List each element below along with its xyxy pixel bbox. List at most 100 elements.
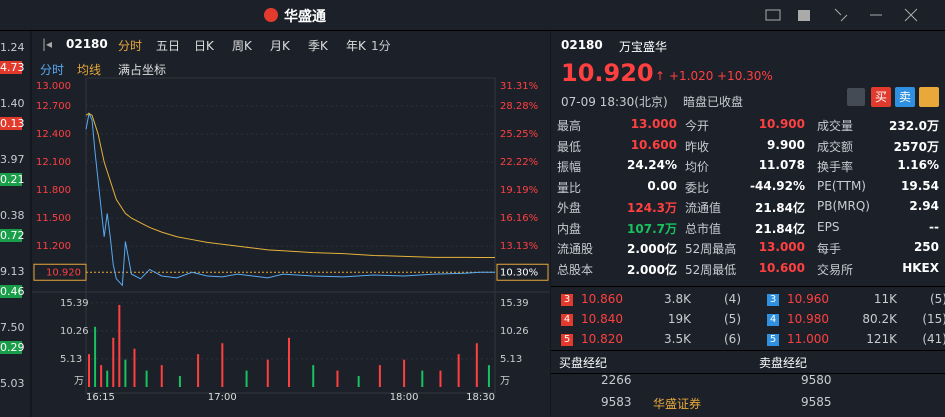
y2-tick-label: 28.28% xyxy=(500,101,538,112)
stat-value: 0.00 xyxy=(647,178,677,193)
broker-id: 9580 xyxy=(801,373,832,387)
x-tick-label: 18:00 xyxy=(390,392,419,403)
stat-label: 流通股 xyxy=(557,242,594,256)
y-tick-label: 12.700 xyxy=(36,101,71,112)
period-tab[interactable]: 年K xyxy=(346,39,366,53)
y-tick-label: 11.200 xyxy=(36,241,71,252)
y2-tick-label: 22.22% xyxy=(500,157,538,168)
stat-value: 107.7万 xyxy=(627,221,677,236)
strip-value: 0.38 xyxy=(0,209,25,222)
watchlist-strip: 1.24 4.73 1.40 0.13 3.97 0.21 0.38 0.72 9.13 0.46… xyxy=(0,31,30,417)
volume-tick-label: 15.39 xyxy=(60,298,89,309)
stat-label: 成交额 xyxy=(817,139,854,154)
stat-label: 52周最高 xyxy=(685,242,737,256)
volume-tick-label: 5.13 xyxy=(60,354,82,365)
period-tab[interactable]: 月K xyxy=(270,39,290,53)
volume-bar xyxy=(403,359,406,387)
volume-bar xyxy=(439,370,442,387)
strip-value: 9.13 xyxy=(0,265,25,278)
volume-bar xyxy=(133,348,136,387)
sell-button[interactable]: 卖 xyxy=(895,87,915,107)
y-tick-label: 12.100 xyxy=(36,157,71,168)
x-tick-label: 16:15 xyxy=(86,392,115,403)
volume-unit-right: 万 xyxy=(500,376,510,387)
window-controls[interactable] xyxy=(765,7,940,23)
stat-value: 10.600 xyxy=(758,260,805,275)
book-price: 10.840 xyxy=(581,312,623,326)
stat-label: 52周最低 xyxy=(685,262,737,277)
collapse-icon[interactable]: |◂ xyxy=(42,37,53,51)
book-level: 5 xyxy=(561,334,573,346)
stat-value: 124.3万 xyxy=(627,201,677,215)
broker-id: 9583 xyxy=(601,395,632,409)
strip-badge: 0.29 xyxy=(0,341,25,354)
book-count: (5) xyxy=(930,292,945,306)
stat-label: 均价 xyxy=(685,160,710,174)
volume-bar xyxy=(287,337,290,387)
stat-label: 成交量 xyxy=(817,119,854,133)
more-button[interactable] xyxy=(919,87,939,107)
quote-status: 暗盘已收盘 xyxy=(683,95,744,109)
strip-badge: 4.73 xyxy=(0,61,25,74)
y2-tick-label: 13.13% xyxy=(500,241,538,252)
period-tab[interactable]: 季K xyxy=(308,39,328,53)
period-tab[interactable]: 五日 xyxy=(156,39,181,53)
logo-icon xyxy=(264,8,278,22)
volume-tick-label-right: 15.39 xyxy=(500,298,529,309)
book-price: 10.980 xyxy=(787,312,829,326)
stat-value: HKEX xyxy=(902,260,939,275)
stat-value: 1.16% xyxy=(897,158,939,172)
book-level: 4 xyxy=(561,314,573,326)
volume-bar xyxy=(457,354,460,387)
stat-value: 2.94 xyxy=(909,199,939,213)
volume-bar xyxy=(245,370,248,387)
chart: 13.000 31.31% 12.700 28.28% 12.400 25.25% 12.1… xyxy=(32,77,550,403)
book-price: 10.820 xyxy=(581,332,623,346)
volume-bar xyxy=(221,343,224,387)
volume-bar xyxy=(357,376,360,387)
volume-tick-label-right: 5.13 xyxy=(500,354,522,365)
buy-broker-title: 买盘经纪 xyxy=(559,356,608,370)
volume-bar xyxy=(112,337,115,387)
volume-unit: 万 xyxy=(74,376,84,387)
stat-label: 总股本 xyxy=(557,262,594,277)
y-tick-label: 13.000 xyxy=(36,81,71,92)
buy-button[interactable]: 买 xyxy=(871,87,891,107)
stat-value: 250 xyxy=(913,240,939,254)
book-count: (4) xyxy=(724,292,741,306)
volume-bar xyxy=(88,354,91,387)
volume-bar xyxy=(336,370,339,387)
stat-value: 13.000 xyxy=(758,240,805,254)
volume-bar xyxy=(94,326,97,387)
strip-value: 1.40 xyxy=(0,97,25,110)
last-pct-label: 10.30% xyxy=(500,267,538,278)
volume-bar xyxy=(266,359,269,387)
sub-tab: 均线 xyxy=(77,63,102,77)
stat-label: 流通值 xyxy=(685,201,722,215)
period-tab[interactable]: 周K xyxy=(232,39,252,53)
volume-bar xyxy=(160,365,163,387)
quote-arrow: ↑ xyxy=(655,69,666,83)
period-tab[interactable]: 日K xyxy=(194,39,214,53)
stat-label: 今开 xyxy=(685,119,710,133)
y2-tick-label: 16.16% xyxy=(500,213,538,224)
alert-button[interactable] xyxy=(847,88,865,106)
stat-label: PE(TTM) xyxy=(817,178,866,193)
book-size: 3.5K xyxy=(664,332,691,346)
book-price: 10.960 xyxy=(787,292,829,306)
volume-bar xyxy=(124,359,127,387)
stat-value: 19.54 xyxy=(901,178,939,193)
book-level: 3 xyxy=(561,294,573,306)
volume-bar xyxy=(378,365,381,387)
book-count: (6) xyxy=(724,332,741,346)
stat-value: 2570万 xyxy=(893,139,939,154)
period-select[interactable]: 1分 xyxy=(371,39,391,53)
sub-tab: 满占坐标 xyxy=(118,63,167,77)
book-size: 3.8K xyxy=(664,292,691,306)
sell-broker-title: 卖盘经纪 xyxy=(759,356,808,370)
period-tab[interactable]: 分时 xyxy=(118,39,143,53)
strip-badge: 0.46 xyxy=(0,285,25,298)
strip-badge: 0.21 xyxy=(0,173,25,186)
stat-value: 24.24% xyxy=(627,158,677,172)
